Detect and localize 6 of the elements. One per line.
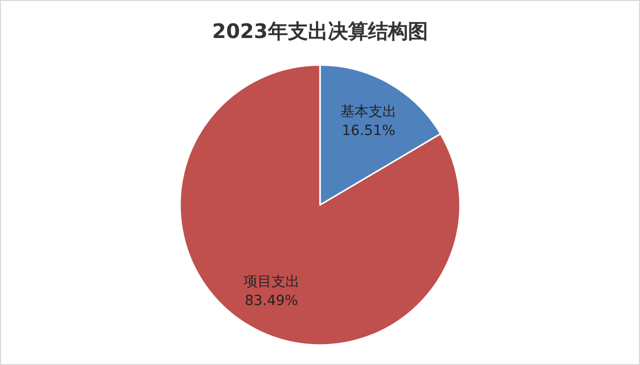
slice-label: 基本支出 <box>340 104 397 120</box>
data-label: 83.49% <box>244 293 298 310</box>
chart-title: 2023年支出决算结构图 <box>212 19 428 43</box>
pie-slice <box>179 64 461 346</box>
slice-label: 项目支出 <box>243 274 300 290</box>
data-label: 16.51% <box>342 122 396 139</box>
